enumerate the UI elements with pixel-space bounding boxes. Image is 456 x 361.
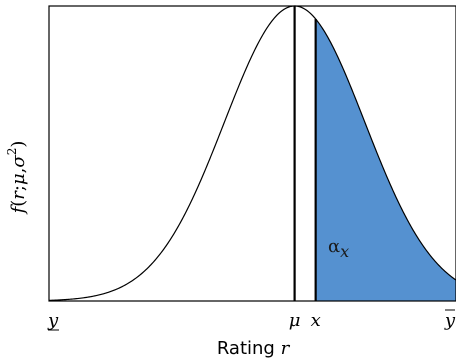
- shaded-tail-area: [315, 18, 456, 301]
- y-axis-label: f(r;μ,σ2): [5, 141, 29, 216]
- chart-labels: y μ x y αx Rating r f(r;μ,σ2): [5, 141, 456, 359]
- tick-label: x: [311, 310, 321, 331]
- density-curve: [48, 5, 456, 301]
- tick-label: y: [47, 310, 59, 331]
- shaded-area-label: αx: [328, 236, 349, 261]
- x-axis-label: Rating r: [217, 338, 291, 359]
- tick-label: y: [444, 310, 456, 331]
- axes-frame: [48, 5, 456, 302]
- plot-area: [48, 5, 456, 302]
- tick-label: μ: [289, 310, 301, 331]
